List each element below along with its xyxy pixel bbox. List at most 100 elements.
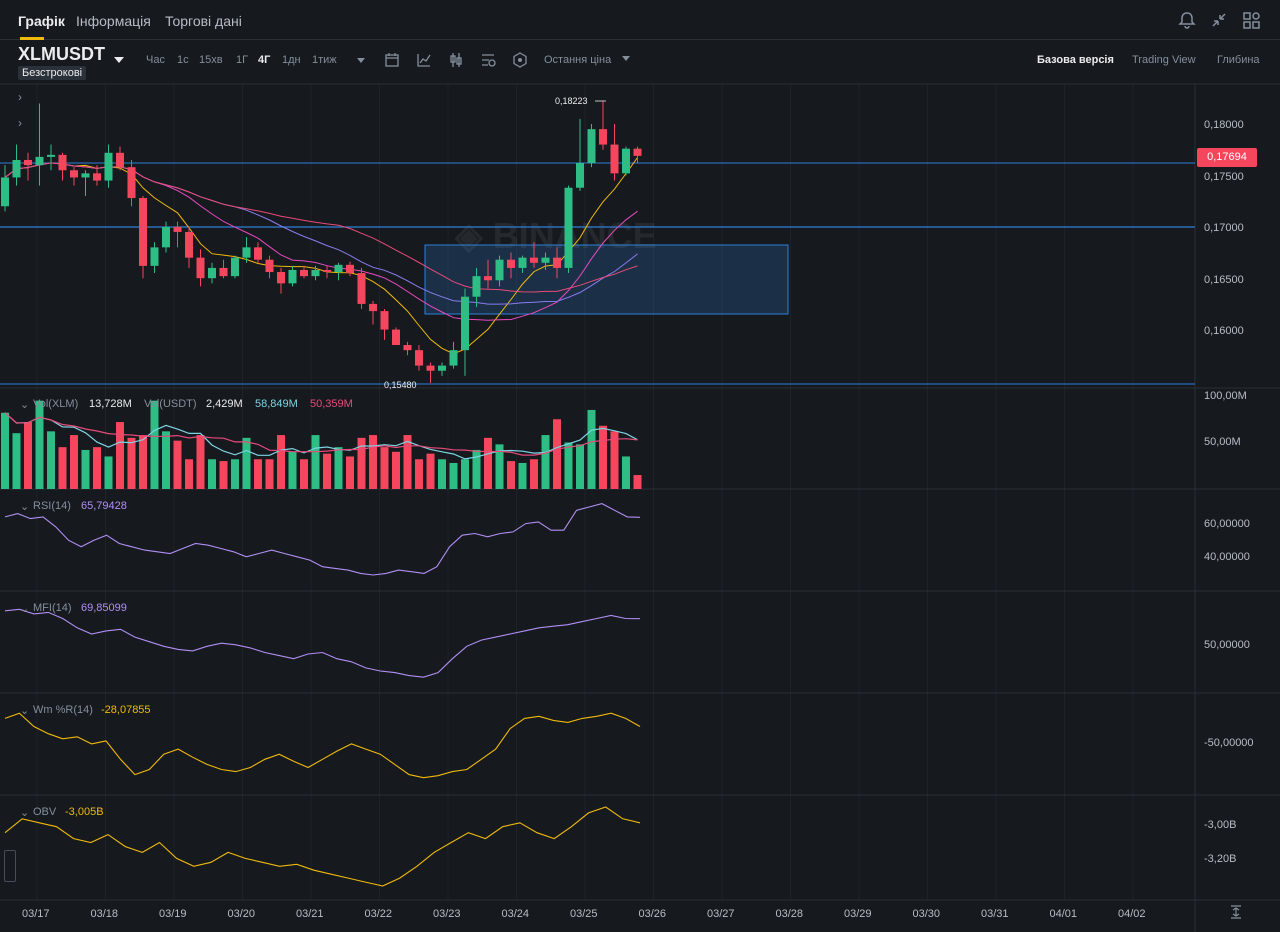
volume-bar	[380, 447, 389, 489]
obv-pane-toggle-icon[interactable]: ⌄	[20, 807, 30, 819]
moving-average-lines	[4, 157, 638, 355]
expand-arrow-icon[interactable]: ›	[18, 90, 22, 104]
active-tab-indicator	[20, 37, 44, 40]
rsi-axis-label: 40,00000	[1204, 551, 1250, 563]
candle-body	[127, 167, 136, 199]
obv-axis-label: -3,00B	[1204, 819, 1237, 831]
volume-bar	[541, 435, 550, 489]
indicators-icon[interactable]	[415, 51, 433, 69]
volume-bar	[173, 440, 182, 489]
candle-body	[518, 257, 527, 268]
tab-chart[interactable]: Графік	[18, 13, 65, 29]
volume-value-xlm: 13,728M	[89, 398, 132, 410]
candle-body	[415, 350, 423, 366]
price-axis-label: 0,17500	[1204, 171, 1244, 183]
candle-style-icon[interactable]	[447, 51, 465, 69]
volume-bar	[127, 437, 136, 489]
svg-text:◈ BINANCE: ◈ BINANCE	[454, 215, 657, 256]
volume-bar	[58, 447, 67, 489]
contract-type-badge: Безстрокові	[18, 66, 87, 80]
candle-body	[311, 269, 320, 277]
candle-body	[70, 170, 78, 178]
volume-pane-toggle-icon[interactable]: ⌄	[20, 399, 30, 411]
timeframe-15m[interactable]: 15хв	[199, 54, 223, 66]
volume-bar	[300, 459, 308, 489]
timeframe-1d[interactable]: 1дн	[282, 54, 301, 66]
autoscale-icon[interactable]	[1228, 904, 1244, 920]
volume-bars	[1, 400, 642, 489]
volume-bar	[472, 449, 481, 489]
wr-pane-toggle-icon[interactable]: ⌄	[20, 705, 30, 717]
volume-bar	[242, 437, 251, 489]
candle-body	[150, 247, 159, 266]
volume-bar	[599, 425, 607, 489]
timeframe-1w[interactable]: 1тиж	[312, 54, 337, 66]
rsi-label: RSI(14)	[33, 500, 71, 512]
wr-value: -28,07855	[101, 704, 151, 716]
timeframe-time[interactable]: Час	[146, 54, 165, 66]
mfi-pane-toggle-icon[interactable]: ⌄	[20, 603, 30, 615]
view-basic[interactable]: Базова версія	[1037, 54, 1114, 66]
candle-body	[426, 365, 435, 371]
volume-bar	[93, 447, 101, 489]
volume-bar	[438, 459, 446, 489]
wr-line	[4, 712, 641, 779]
volume-bar	[288, 451, 297, 489]
settings-list-icon[interactable]	[479, 51, 497, 69]
timeframe-1s[interactable]: 1с	[177, 54, 189, 66]
candle-body	[1, 177, 9, 207]
high-price-label: 0,18223	[555, 96, 588, 106]
candle-body	[277, 272, 285, 284]
candle-body	[449, 350, 458, 366]
view-tradingview[interactable]: Trading View	[1132, 54, 1196, 66]
candle-body	[288, 269, 297, 284]
pane-collapse-handle[interactable]	[4, 850, 16, 882]
volume-bar	[633, 475, 642, 489]
candle-body	[576, 163, 584, 188]
timeframe-4h[interactable]: 4Г	[258, 54, 271, 66]
candle-body	[369, 303, 377, 312]
volume-bar	[449, 462, 458, 489]
volume-bar	[150, 400, 159, 489]
volume-bar	[530, 459, 538, 489]
rsi-pane-toggle-icon[interactable]: ⌄	[20, 501, 30, 513]
calendar-icon[interactable]	[383, 51, 401, 69]
volume-bar	[70, 435, 78, 489]
symbol-name[interactable]: XLMUSDT	[18, 44, 105, 64]
ma-line	[4, 162, 638, 321]
tab-trading-data[interactable]: Торгові дані	[165, 13, 242, 29]
tab-info[interactable]: Інформація	[76, 13, 151, 29]
date-axis-label: 03/27	[707, 908, 735, 920]
volume-bar	[162, 431, 170, 489]
candle-body	[58, 154, 67, 171]
price-type-caret-icon[interactable]	[622, 56, 630, 62]
price-axis-label: 0,17000	[1204, 222, 1244, 234]
rsi-line	[4, 503, 641, 576]
obv-line	[4, 806, 641, 887]
date-axis-label: 03/28	[775, 908, 804, 920]
symbol-dropdown-icon[interactable]	[114, 56, 124, 64]
timeframe-dropdown-icon[interactable]	[352, 51, 370, 69]
layout-grid-icon[interactable]	[1240, 9, 1262, 31]
price-type-selector[interactable]: Остання ціна	[544, 54, 612, 66]
volume-bar	[311, 435, 320, 489]
pane-separators	[0, 83, 1280, 932]
candle-body	[196, 257, 205, 279]
volume-bar	[265, 459, 274, 489]
bell-icon[interactable]	[1176, 9, 1198, 31]
volume-label-xlm: Vol(XLM)	[33, 398, 79, 410]
candle-body	[622, 148, 630, 174]
volume-bar	[357, 437, 366, 489]
timeframe-1h[interactable]: 1Г	[236, 54, 249, 66]
drawing-tool-icon[interactable]	[511, 51, 529, 69]
expand-arrow-icon[interactable]: ›	[18, 116, 22, 130]
collapse-icon[interactable]	[1208, 9, 1230, 31]
candle-body	[472, 276, 481, 297]
volume-bar	[323, 453, 331, 489]
volume-bar	[484, 437, 492, 489]
volume-bar	[139, 435, 147, 489]
candle-body	[173, 226, 182, 232]
date-axis-label: 03/19	[159, 908, 187, 920]
view-depth[interactable]: Глибина	[1217, 54, 1260, 66]
